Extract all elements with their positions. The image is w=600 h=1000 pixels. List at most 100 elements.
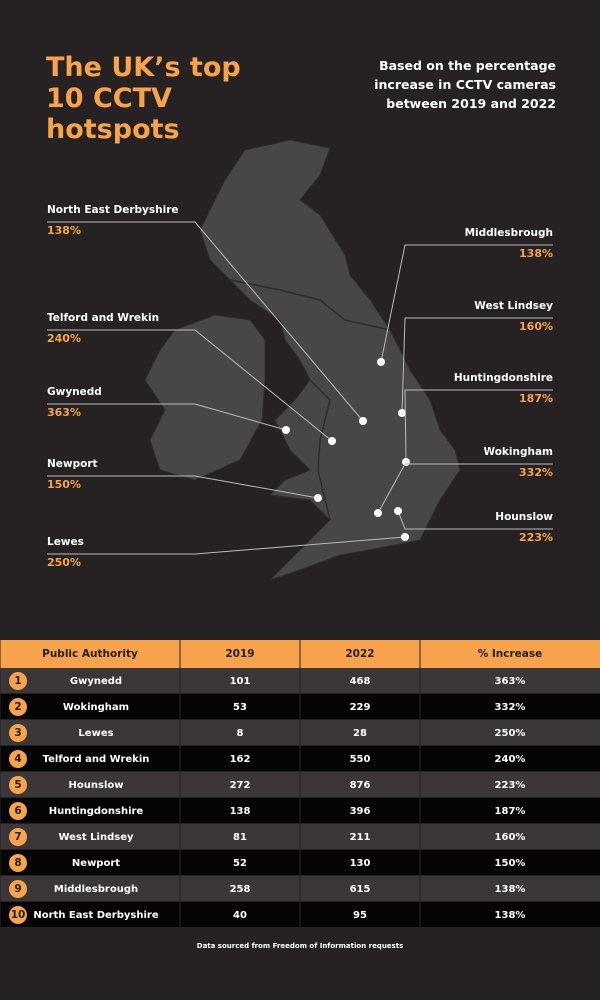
cell: 468 bbox=[350, 676, 371, 687]
rank-badge bbox=[9, 724, 27, 742]
rank: 4 bbox=[14, 753, 21, 765]
rank-badge bbox=[9, 906, 27, 924]
cell: Gwynedd bbox=[70, 676, 122, 687]
column-header: 2019 bbox=[225, 648, 254, 660]
ireland bbox=[144, 314, 266, 481]
label-name: Newport bbox=[47, 458, 98, 470]
cell: 876 bbox=[350, 780, 371, 791]
label-name: Gwynedd bbox=[47, 386, 102, 398]
rank: 3 bbox=[14, 727, 21, 739]
leader-line bbox=[47, 403, 287, 431]
cell: 138 bbox=[230, 806, 251, 817]
rank: 10 bbox=[11, 909, 26, 921]
label-value: 250% bbox=[47, 556, 81, 569]
cell: 130 bbox=[350, 858, 371, 869]
cell: 250% bbox=[495, 728, 526, 739]
label-name: Lewes bbox=[47, 536, 84, 548]
label-name: North East Derbyshire bbox=[47, 204, 179, 216]
leader-line bbox=[397, 510, 553, 530]
location-dot bbox=[328, 437, 336, 445]
cell: 95 bbox=[353, 910, 367, 921]
cell: 211 bbox=[350, 832, 371, 843]
column-header: 2022 bbox=[345, 648, 374, 660]
cell: 272 bbox=[230, 780, 251, 791]
leader-line bbox=[377, 463, 553, 514]
cell: 363% bbox=[495, 676, 526, 687]
region-border bbox=[309, 379, 331, 521]
cell: Newport bbox=[72, 858, 120, 869]
rank: 2 bbox=[14, 701, 21, 713]
label-name: Huntingdonshire bbox=[454, 372, 553, 384]
cell: 52 bbox=[233, 858, 247, 869]
location-dot bbox=[359, 417, 367, 425]
location-dot bbox=[401, 533, 409, 541]
leader-line bbox=[47, 475, 319, 499]
cell: 8 bbox=[237, 728, 244, 739]
location-dot bbox=[377, 358, 385, 366]
rank-badge bbox=[9, 880, 27, 898]
rank-badge bbox=[9, 854, 27, 872]
label-value: 138% bbox=[519, 247, 553, 260]
rank-badge bbox=[9, 776, 27, 794]
leader-line bbox=[47, 329, 333, 442]
column-header: % Increase bbox=[478, 648, 543, 660]
label-value: 240% bbox=[47, 332, 81, 345]
rank: 6 bbox=[14, 805, 21, 817]
footnote: Data sourced from Freedom of Information… bbox=[196, 942, 404, 950]
rank-badge bbox=[9, 802, 27, 820]
cell: Wokingham bbox=[63, 702, 129, 713]
cell: 150% bbox=[495, 858, 526, 869]
region-border bbox=[229, 279, 391, 331]
title: The UK’s top 10 CCTV hotspots bbox=[46, 52, 241, 145]
rank: 8 bbox=[14, 857, 21, 869]
cell: Lewes bbox=[78, 728, 113, 739]
label-value: 332% bbox=[519, 466, 553, 479]
cell: 396 bbox=[350, 806, 371, 817]
cell: 28 bbox=[353, 728, 367, 739]
label-name: Telford and Wrekin bbox=[47, 312, 159, 324]
rank: 7 bbox=[14, 831, 21, 843]
column-header: Public Authority bbox=[42, 648, 138, 660]
location-dot bbox=[398, 409, 406, 417]
cell: 550 bbox=[350, 754, 371, 765]
cell: 162 bbox=[230, 754, 251, 765]
label-name: Hounslow bbox=[495, 511, 553, 523]
label-value: 150% bbox=[47, 478, 81, 491]
cell: 229 bbox=[350, 702, 371, 713]
label-name: Middlesbrough bbox=[465, 227, 553, 239]
label-value: 138% bbox=[47, 224, 81, 237]
cell: Huntingdonshire bbox=[49, 806, 144, 817]
cell: Hounslow bbox=[69, 780, 124, 791]
location-dot bbox=[282, 426, 290, 434]
label-name: West Lindsey bbox=[474, 300, 553, 312]
cell: Telford and Wrekin bbox=[43, 754, 150, 765]
location-dot bbox=[314, 494, 322, 502]
cell: 138% bbox=[495, 910, 526, 921]
cell: 160% bbox=[495, 832, 526, 843]
cell: 615 bbox=[350, 884, 371, 895]
rank-badge bbox=[9, 750, 27, 768]
label-value: 187% bbox=[519, 392, 553, 405]
rank: 9 bbox=[14, 883, 21, 895]
cell: 53 bbox=[233, 702, 247, 713]
subtitle: Based on the percentage increase in CCTV… bbox=[374, 58, 556, 111]
cell: 138% bbox=[495, 884, 526, 895]
cell: Middlesbrough bbox=[54, 884, 138, 895]
cell: 81 bbox=[233, 832, 247, 843]
label-value: 223% bbox=[519, 531, 553, 544]
cell: 258 bbox=[230, 884, 251, 895]
cell: 223% bbox=[495, 780, 526, 791]
cell: 332% bbox=[495, 702, 526, 713]
label-name: Wokingham bbox=[484, 446, 554, 458]
cell: 101 bbox=[230, 676, 251, 687]
leader-line bbox=[380, 244, 553, 363]
cell: West Lindsey bbox=[59, 832, 134, 843]
leader-line bbox=[401, 317, 553, 414]
cell: 40 bbox=[233, 910, 247, 921]
location-dot bbox=[402, 458, 410, 466]
label-value: 363% bbox=[47, 406, 81, 419]
leader-line bbox=[47, 536, 406, 555]
rank: 1 bbox=[14, 675, 21, 687]
